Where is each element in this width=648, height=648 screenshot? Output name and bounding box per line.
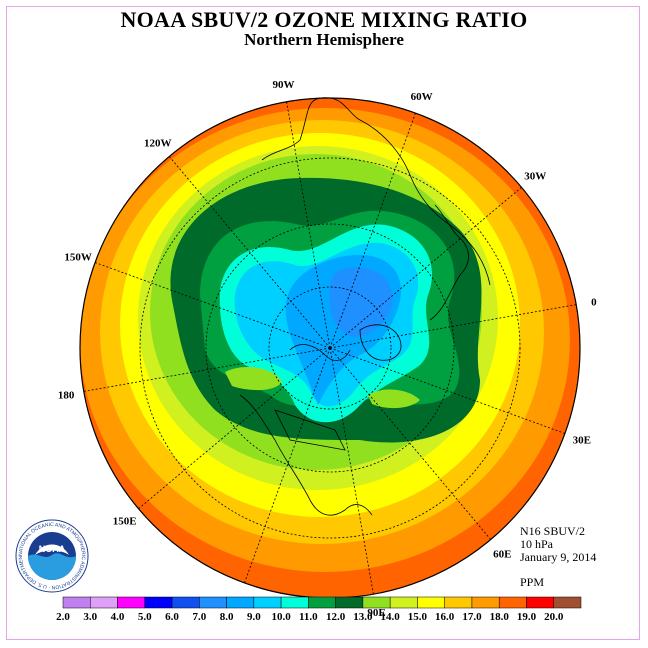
map-title: NOAA SBUV/2 OZONE MIXING RATIO <box>120 7 528 32</box>
colorbar-swatch <box>280 596 309 609</box>
figure-frame <box>6 6 640 640</box>
pressure-level: 10 hPa <box>520 537 553 551</box>
logo-bird-icon <box>35 544 69 555</box>
meridian-line <box>329 186 522 349</box>
colorbar-swatch <box>362 596 391 609</box>
colorbar-swatch <box>90 596 118 609</box>
colorbar-swatch <box>199 596 227 609</box>
colorbar-swatch <box>253 596 282 609</box>
meridian-line <box>286 101 331 349</box>
longitude-label: 150W <box>64 251 92 263</box>
colorbar-tick-label: 20.0 <box>544 611 564 623</box>
colorbar-tick-label: 5.0 <box>138 611 152 623</box>
logo-text: NOAA <box>39 544 66 554</box>
meridian-line <box>168 156 331 349</box>
longitude-label: 180 <box>58 390 75 402</box>
meridian-line <box>329 304 577 349</box>
longitude-label: 30W <box>524 171 546 183</box>
latitude-circle-50 <box>205 223 455 473</box>
meridian-line <box>83 347 331 392</box>
band-13-patch-2 <box>368 389 420 409</box>
colorbar-swatch <box>117 596 146 609</box>
coastline-north-america <box>239 394 373 516</box>
colorbar-tick-label: 10.0 <box>271 611 291 623</box>
colorbar-swatch <box>553 596 582 609</box>
coastline-asia <box>261 97 491 286</box>
noaa-logo: NATIONAL OCEANIC AND ATMOSPHERIC ADMINIS… <box>15 519 89 593</box>
coastline-us-states <box>274 409 346 451</box>
coastline-greenland <box>359 324 402 361</box>
colorbar-tick-label: 14.0 <box>381 611 401 623</box>
meridian-line <box>329 112 416 349</box>
longitude-label: 120W <box>144 138 172 150</box>
colorbar-tick-label: 12.0 <box>326 611 346 623</box>
colorbar-tick-label: 13.0 <box>353 611 373 623</box>
colorbar-swatch <box>226 596 255 609</box>
date-label: January 9, 2014 <box>520 550 597 564</box>
longitude-label: 0 <box>591 296 597 308</box>
units-label: PPM <box>520 575 545 589</box>
map-subtitle: Northern Hemisphere <box>244 30 404 49</box>
meridian-line <box>138 347 331 510</box>
band-13-patch <box>225 367 282 391</box>
latitude-circle-70 <box>268 286 392 410</box>
colorbar-swatch <box>335 596 364 609</box>
colorbar-swatch <box>471 596 500 609</box>
colorbar-tick-label: 4.0 <box>111 611 125 623</box>
colorbar-swatch <box>498 596 527 609</box>
colorbar-tick-label: 16.0 <box>435 611 455 623</box>
colorbar-swatch <box>444 596 473 609</box>
colorbar-tick-label: 18.0 <box>490 611 510 623</box>
logo-wave <box>28 553 76 580</box>
colorbar-swatch <box>144 596 173 609</box>
meridians <box>83 101 577 595</box>
meridian-line <box>244 347 331 584</box>
colorbar-tick-label: 7.0 <box>192 611 206 623</box>
colorbar-swatch <box>526 596 554 609</box>
colorbar-swatch <box>171 596 200 609</box>
longitude-label: 90W <box>272 79 294 91</box>
longitude-label: 60W <box>411 91 433 103</box>
colorbar-tick-label: 3.0 <box>83 611 97 623</box>
longitude-label: 90E <box>367 607 385 619</box>
latitude-circle-30 <box>139 157 521 539</box>
colorbar: 2.0 3.0 4.0 5.0 6.0 7.0 8.0 9.0 10.0 11.0 12.0 13.0… <box>56 596 582 623</box>
colorbar-tick-label: 17.0 <box>462 611 482 623</box>
coastlines <box>239 97 491 516</box>
longitude-label: 60E <box>493 548 511 560</box>
colorbar-swatch <box>389 596 418 609</box>
colorbar-tick-label: 9.0 <box>247 611 261 623</box>
meridian-line <box>94 262 331 349</box>
meridian-line <box>329 347 492 540</box>
colorbar-tick-label: 6.0 <box>165 611 179 623</box>
colorbar-swatch <box>417 596 445 609</box>
contour-fill <box>80 98 580 598</box>
colorbar-swatch <box>62 596 91 609</box>
colorbar-tick-label: 11.0 <box>299 611 318 623</box>
colorbar-tick-label: 15.0 <box>408 611 428 623</box>
colorbar-swatch <box>308 596 336 609</box>
coastline-arctic <box>289 344 351 361</box>
instrument-label: N16 SBUV/2 <box>520 524 586 538</box>
band-7 <box>329 267 393 337</box>
meridian-line <box>329 347 374 595</box>
colorbar-tick-label: 8.0 <box>220 611 234 623</box>
longitude-label: 30E <box>573 435 591 447</box>
longitude-label: 150E <box>113 515 137 527</box>
coastline-scandinavia <box>429 204 469 321</box>
meridian-line <box>329 347 566 434</box>
graticule <box>83 101 577 595</box>
colorbar-tick-label: 19.0 <box>517 611 537 623</box>
colorbar-tick-label: 2.0 <box>56 611 70 623</box>
